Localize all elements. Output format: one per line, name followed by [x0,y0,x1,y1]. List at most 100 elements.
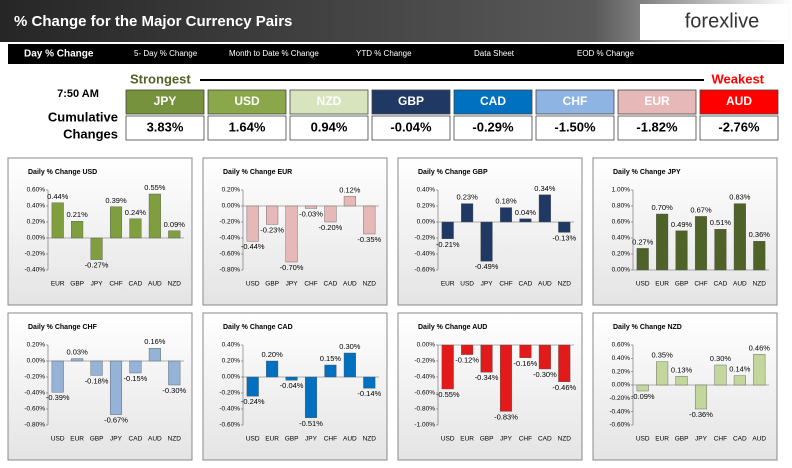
bar [499,344,513,412]
tab[interactable]: Month to Date % Change [229,49,319,58]
bar [733,203,746,271]
bar [461,203,474,223]
currency-change: -0.04% [390,119,432,134]
time: 7:50 AM [57,88,99,100]
tab[interactable]: EOD % Change [577,49,634,58]
value-label: 0.18% [495,197,517,206]
y-tick-label: 0.20% [222,187,241,194]
y-tick-label: 0.40% [417,187,436,194]
y-tick-label: -0.80% [219,267,240,274]
y-tick-label: -0.40% [219,406,240,413]
value-label: -0.30% [533,370,557,379]
x-tick-label: NZD [363,281,377,288]
x-tick-label: CAD [538,436,552,443]
change-cell [699,115,779,141]
x-tick-label: AUD [343,281,357,288]
x-tick-label: CHF [519,436,532,443]
tab[interactable]: Day % Change [24,49,94,60]
value-label: 0.14% [729,365,751,374]
value-label: 0.83% [729,193,751,202]
bar [480,344,493,373]
value-label: -0.27% [85,261,109,270]
currency-cell [207,89,287,115]
tab[interactable]: Data Sheet [474,49,515,58]
bar [304,205,318,209]
x-tick-label: JPY [500,436,513,443]
y-tick-label: -0.20% [219,219,240,226]
currency-cell [289,89,369,115]
value-label: -0.46% [552,383,576,392]
x-tick-label: AUD [733,281,747,288]
value-label: -0.23% [260,225,284,234]
bar [90,360,103,376]
value-label: 0.55% [144,183,166,192]
currency-change: -1.82% [636,119,678,134]
value-label: 0.67% [690,205,712,214]
x-tick-label: CAD [733,436,747,443]
chart-title: Daily % Change EUR [223,169,292,176]
tab[interactable]: YTD % Change [356,49,412,58]
value-label: 0.30% [710,354,732,363]
bar [71,358,84,362]
y-tick-label: -0.80% [24,422,45,429]
x-tick-label: GBP [480,436,494,443]
bar [499,207,513,223]
bar [538,344,551,370]
y-tick-label: -0.40% [414,374,435,381]
y-tick-label: 0.00% [222,374,241,381]
y-tick-label: 0.20% [612,368,631,375]
y-tick-label: -0.60% [609,422,630,429]
value-label: 0.03% [67,348,89,357]
bar [519,218,532,223]
value-label: -0.04% [280,381,304,390]
value-label: 0.12% [339,185,361,194]
value-label: 0.27% [632,237,654,246]
currency-name: USD [234,94,260,108]
y-tick-label: -0.20% [414,358,435,365]
value-label: -0.12% [455,356,479,365]
y-tick-label: 0.20% [222,358,241,365]
value-label: 0.49% [671,220,693,229]
value-label: 0.46% [749,343,771,352]
y-tick-label: -0.40% [24,267,45,274]
x-tick-label: JPY [695,436,708,443]
x-tick-label: CHF [324,436,337,443]
logo-box [640,4,788,40]
x-tick-label: JPY [110,436,123,443]
bar [168,230,181,239]
value-label: 0.70% [652,203,674,212]
y-tick-label: -0.40% [609,408,630,415]
value-label: -0.55% [436,390,460,399]
x-tick-label: USD [246,281,260,288]
chart-title: Daily % Change GBP [418,169,488,176]
x-tick-label: EUR [441,281,455,288]
currency-name: NZD [317,94,342,108]
x-tick-label: EUR [51,281,65,288]
bar [636,248,649,271]
bar [90,237,103,260]
change-cell [207,115,287,141]
bar [656,213,669,271]
y-tick-label: -0.60% [414,390,435,397]
logo: forexlive [685,10,759,32]
x-tick-label: JPY [481,281,494,288]
bar [441,344,454,390]
cumulative-label: Changes [63,126,118,141]
currency-change: 0.94% [311,119,348,134]
change-cell [453,115,533,141]
y-tick-label: 0.00% [612,382,631,389]
tab[interactable]: 5- Day % Change [134,49,198,58]
value-label: -0.20% [319,223,343,232]
value-label: -0.18% [85,376,109,385]
y-tick-label: -0.40% [414,251,435,258]
bar [71,220,84,239]
currency-cell [535,89,615,115]
change-cell [371,115,451,141]
chart-title: Daily % Change AUD [418,324,487,331]
x-tick-label: EUR [265,436,279,443]
currency-name: CHF [563,94,588,108]
header-title: % Change for the Major Currency Pairs [14,13,292,30]
value-label: 0.04% [515,208,537,217]
x-tick-label: AUD [148,281,162,288]
bar [109,206,123,239]
